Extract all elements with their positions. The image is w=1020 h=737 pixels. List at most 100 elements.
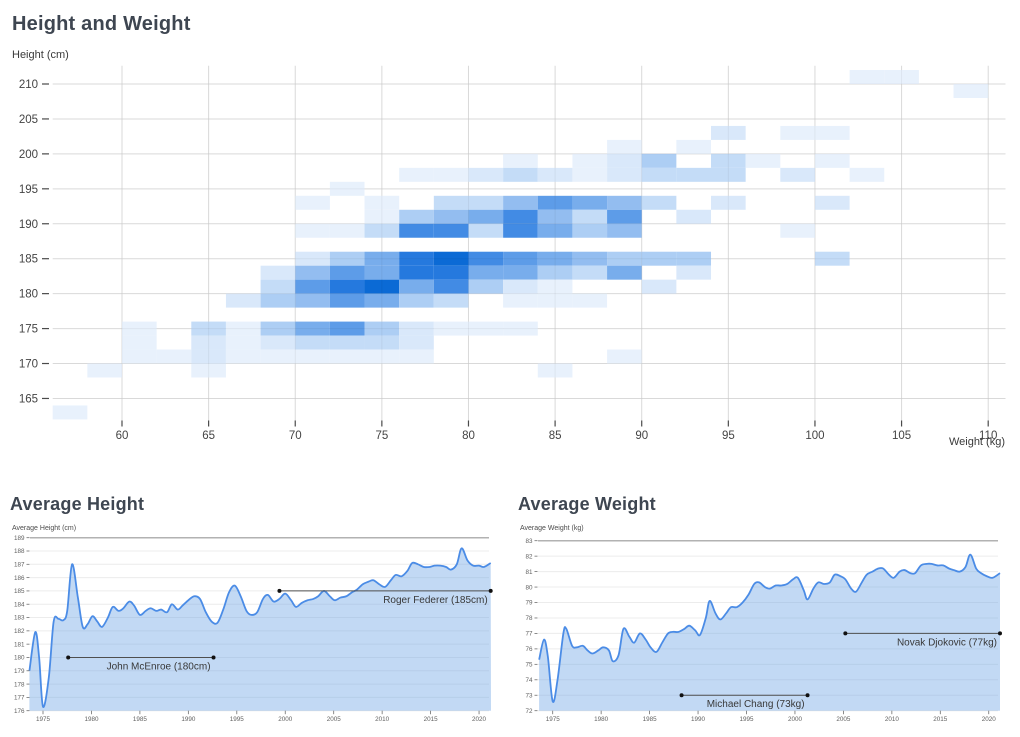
heatmap-cell	[572, 153, 608, 168]
annotation-endpoint	[488, 588, 493, 593]
heatmap-cell	[295, 293, 330, 308]
heatmap-cell	[503, 195, 538, 210]
average-weight-y-axis-title: Average Weight (kg)	[520, 525, 584, 532]
x-tick-label: 2020	[982, 716, 997, 723]
heatmap-cell	[295, 321, 330, 336]
heatmap-cell	[503, 153, 538, 168]
heatmap-cell	[607, 167, 642, 182]
y-tick-label: 180	[14, 655, 25, 662]
y-tick-label: 183	[14, 615, 25, 622]
heatmap-cell	[121, 349, 157, 364]
heatmap-cell	[745, 153, 781, 168]
heatmap-cell	[780, 223, 815, 238]
x-tick-label: 2010	[885, 716, 900, 723]
heatmap-cell	[537, 195, 573, 210]
x-tick-label: 75	[375, 430, 388, 442]
y-tick-label: 181	[14, 641, 25, 648]
heatmap-cell	[433, 167, 469, 182]
heatmap-cell	[607, 195, 642, 210]
y-tick-label: 74	[525, 677, 533, 684]
x-tick-label: 1995	[739, 716, 754, 723]
y-tick-label: 175	[19, 324, 38, 336]
annotation-label: John McEnroe (180cm)	[107, 661, 211, 672]
heatmap-cell	[537, 363, 573, 378]
heatmap-cell	[191, 363, 226, 378]
heatmap-cell	[468, 223, 504, 238]
x-tick-label: 1985	[643, 716, 658, 723]
annotation-endpoint	[998, 631, 1002, 636]
y-tick-label: 81	[525, 569, 533, 576]
y-tick-label: 78	[525, 615, 533, 622]
heatmap-cell	[572, 265, 608, 280]
heatmap-cell	[711, 153, 746, 168]
heatmap-cell	[503, 265, 538, 280]
heatmap-cell	[399, 293, 434, 308]
annotation-endpoint	[679, 693, 684, 698]
heatmap-cell	[225, 335, 261, 350]
heatmap-cell	[260, 265, 296, 280]
x-tick-label: 95	[722, 430, 735, 442]
y-tick-label: 188	[14, 548, 25, 555]
y-tick-label: 179	[14, 668, 25, 675]
y-tick-label: 182	[14, 628, 25, 635]
heatmap-cell	[329, 293, 365, 308]
heatmap-cell	[399, 223, 434, 238]
heatmap-cell	[433, 223, 469, 238]
heatmap-cell	[572, 251, 608, 266]
heatmap-cell	[399, 335, 434, 350]
average-height-y-axis-title: Average Height (cm)	[12, 525, 77, 532]
y-tick-label: 176	[14, 708, 25, 715]
heatmap-cell	[537, 293, 573, 308]
y-tick-label: 83	[525, 538, 533, 545]
heatmap-plot: 165 170 175 180 185 190 195 200 205 210 60 65 70 75 80…	[19, 65, 1006, 442]
heatmap-cell	[468, 195, 504, 210]
heatmap-cell	[814, 153, 850, 168]
y-tick-label: 185	[19, 254, 38, 266]
y-tick-label: 165	[19, 393, 38, 405]
heatmap-cell	[399, 167, 434, 182]
y-tick-label: 185	[14, 588, 25, 595]
heatmap-cell	[503, 321, 538, 336]
heatmap-cell	[295, 335, 330, 350]
heatmap-cell	[399, 251, 434, 266]
heatmap-cell	[641, 279, 677, 294]
y-tick-label: 178	[14, 681, 25, 688]
heatmap-cell	[849, 70, 885, 85]
heatmap-cell	[572, 293, 608, 308]
heatmap-cell	[468, 321, 504, 336]
x-tick-label: 70	[289, 430, 302, 442]
heatmap-cell	[295, 251, 330, 266]
heatmap-cell	[399, 321, 434, 336]
heatmap-cell	[364, 251, 400, 266]
heatmap-cell	[676, 139, 712, 154]
x-tick-label: 90	[635, 430, 648, 442]
heatmap-cell	[295, 349, 330, 364]
heatmap-cell	[260, 293, 296, 308]
heatmap-cell	[468, 279, 504, 294]
x-tick-label: 100	[805, 430, 824, 442]
y-tick-label: 170	[19, 359, 38, 371]
heatmap-cell	[121, 321, 157, 336]
y-tick-label: 72	[525, 708, 533, 715]
heatmap-cell	[607, 209, 642, 224]
heatmap-cell	[364, 293, 400, 308]
heatmap-cell	[329, 335, 365, 350]
x-tick-label: 2005	[327, 716, 342, 723]
heatmap-cell	[503, 167, 538, 182]
y-tick-label: 205	[19, 114, 38, 126]
heatmap-cell	[572, 223, 608, 238]
heatmap-cell	[399, 209, 434, 224]
x-tick-label: 65	[202, 430, 215, 442]
heatmap-cell	[156, 349, 192, 364]
heatmap-cell	[503, 251, 538, 266]
average-height-plot: 189 188 187 186 185 184 183 182 181 180 179 178 177 1…	[14, 535, 493, 723]
heatmap-cell	[364, 265, 400, 280]
x-tick-label: 2000	[788, 716, 803, 723]
heatmap-cell	[364, 349, 400, 364]
y-tick-label: 73	[525, 692, 533, 699]
area-series	[29, 548, 492, 711]
x-tick-label: 2010	[375, 716, 390, 723]
x-tick-label: 110	[979, 430, 997, 442]
heatmap-cell	[225, 293, 261, 308]
heatmap-cell	[433, 265, 469, 280]
